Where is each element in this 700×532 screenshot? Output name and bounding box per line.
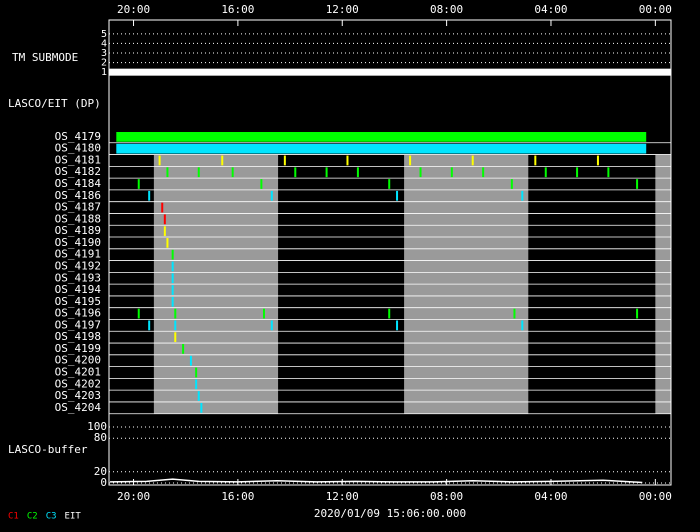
row-label: OS_4196	[55, 307, 101, 320]
submode-label: TM SUBMODE	[12, 51, 78, 64]
row-label: OS_4190	[55, 236, 101, 249]
row-label: OS_4187	[55, 201, 101, 214]
row-label: OS_4194	[55, 283, 102, 296]
row-label: OS_4198	[55, 330, 101, 343]
timestamp: 2020/01/09 15:06:00.000	[314, 507, 466, 520]
activity-span	[116, 132, 647, 142]
legend-entry: C1	[8, 512, 19, 522]
y-tick-label: 20	[94, 465, 107, 478]
y-tick-label: 80	[94, 431, 107, 444]
legend-entry: C3	[46, 512, 57, 522]
activity-span	[116, 143, 647, 154]
x-tick-label: 04:00	[534, 3, 567, 16]
y-tick-label: 4	[101, 38, 107, 49]
row-label: OS_4181	[55, 153, 101, 166]
row-label: OS_4191	[55, 248, 101, 261]
x-tick-label: 12:00	[326, 3, 359, 16]
row-label: OS_4197	[55, 318, 101, 331]
row-label: OS_4202	[55, 377, 101, 390]
x-tick-label: 20:00	[117, 3, 150, 16]
submode-span	[109, 68, 671, 76]
row-label: OS_4200	[55, 354, 101, 367]
row-label: OS_4189	[55, 224, 101, 237]
frame	[108, 19, 672, 486]
dp-label: LASCO/EIT (DP)	[8, 97, 101, 110]
y-tick-label: 100	[87, 420, 107, 433]
legend-entry: C2	[27, 512, 38, 522]
y-tick-label: 1	[101, 67, 107, 78]
buffer-label: LASCO-buffer	[8, 443, 88, 456]
x-tick-label: 16:00	[221, 490, 254, 503]
x-tick-label: 12:00	[326, 490, 359, 503]
row-label: OS_4184	[55, 177, 102, 190]
buffer-line	[110, 478, 643, 484]
legend-entry: EIT	[65, 512, 82, 522]
x-tick-label: 00:00	[639, 3, 672, 16]
row-label: OS_4179	[55, 130, 101, 143]
row-label: OS_4203	[55, 389, 101, 402]
y-tick-label: 3	[101, 48, 107, 59]
row-label: OS_4192	[55, 259, 101, 272]
row-label: OS_4180	[55, 142, 101, 155]
row-label: OS_4195	[55, 295, 101, 308]
x-tick-label: 08:00	[430, 3, 463, 16]
x-tick-label: 20:00	[117, 490, 150, 503]
row-label: OS_4199	[55, 342, 101, 355]
y-tick-label: 5	[101, 29, 107, 40]
row-label: OS_4204	[55, 401, 102, 414]
x-tick-label: 04:00	[534, 490, 567, 503]
x-tick-label: 08:00	[430, 490, 463, 503]
row-label: OS_4193	[55, 271, 101, 284]
row-label: OS_4188	[55, 212, 101, 225]
x-tick-label: 00:00	[639, 490, 672, 503]
row-label: OS_4201	[55, 365, 101, 378]
row-label: OS_4186	[55, 189, 101, 202]
y-tick-label: 0	[100, 476, 107, 489]
x-tick-label: 16:00	[221, 3, 254, 16]
y-tick-label: 2	[101, 58, 107, 69]
row-label: OS_4182	[55, 165, 101, 178]
